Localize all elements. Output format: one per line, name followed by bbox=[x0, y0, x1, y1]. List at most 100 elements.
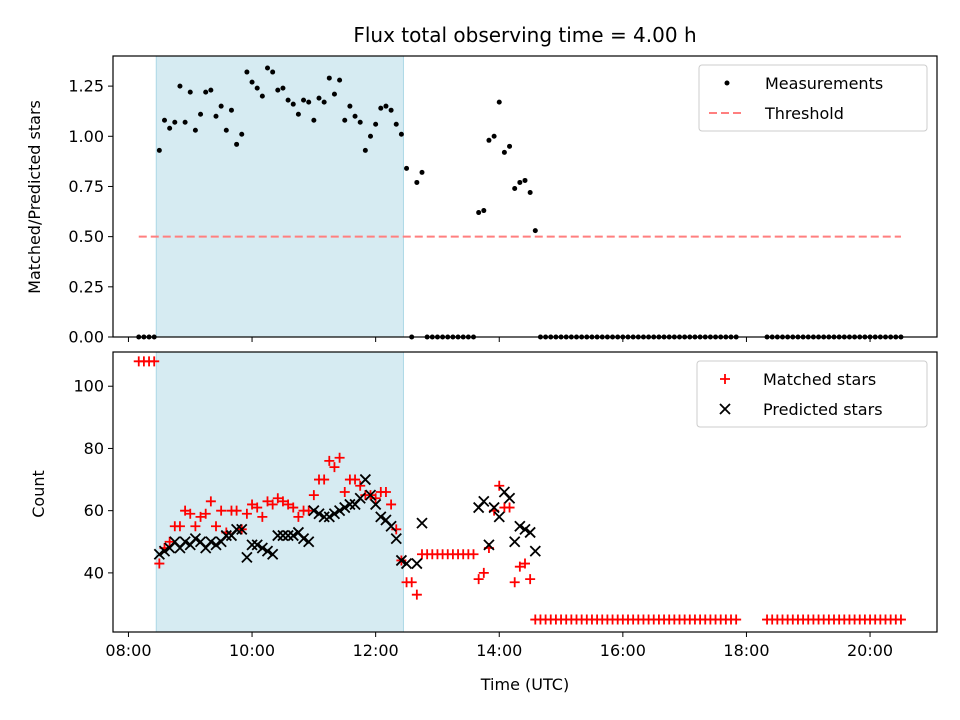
measurement-point bbox=[373, 121, 379, 127]
matched-point bbox=[380, 487, 391, 497]
legend-label: Predicted stars bbox=[763, 400, 883, 419]
legend-label: Measurements bbox=[765, 74, 883, 93]
matched-point bbox=[164, 536, 175, 547]
bottom-panel: 40 60 80 100 08:00 10:00 12:00 14:00 16:00 18:00 2… bbox=[73, 351, 938, 660]
predicted-point bbox=[313, 508, 325, 520]
predicted-point bbox=[519, 523, 531, 535]
x-tick-label: 20:00 bbox=[847, 641, 893, 660]
x-tick-label: 08:00 bbox=[105, 641, 151, 660]
measurement-point bbox=[280, 85, 286, 91]
measurement-point bbox=[218, 103, 224, 109]
predicted-point bbox=[230, 523, 243, 535]
predicted-point bbox=[416, 517, 428, 529]
x-axis-label: Time (UTC) bbox=[480, 675, 569, 694]
legend-marker-x bbox=[719, 403, 731, 415]
x-tick-label: 18:00 bbox=[723, 641, 769, 660]
predicted-point bbox=[483, 539, 495, 551]
measurement-point bbox=[259, 93, 265, 99]
matched-point bbox=[205, 496, 216, 507]
measurement-point bbox=[496, 99, 502, 105]
measurement-point bbox=[517, 179, 523, 185]
measurement-point bbox=[486, 137, 492, 143]
y-tick-label: 1.00 bbox=[68, 127, 104, 146]
top-panel: 0.00 0.25 0.50 0.75 1.00 1.25 Measurements Thre… bbox=[68, 55, 938, 347]
measurement-point bbox=[182, 119, 188, 125]
measurement-point bbox=[362, 147, 368, 153]
matched-point bbox=[252, 502, 263, 513]
matched-point bbox=[308, 490, 319, 501]
measurement-point bbox=[192, 127, 198, 133]
matched-point bbox=[272, 493, 283, 504]
measurement-point bbox=[172, 119, 178, 125]
predicted-point bbox=[256, 542, 268, 554]
matched-point bbox=[231, 505, 242, 516]
predicted-point bbox=[339, 501, 351, 514]
observing-span bbox=[155, 55, 404, 338]
matched-point bbox=[411, 589, 422, 600]
legend-box bbox=[696, 360, 928, 428]
predicted-point bbox=[385, 520, 397, 532]
predicted-point bbox=[354, 492, 366, 504]
measurement-point bbox=[270, 69, 276, 75]
matched-point bbox=[319, 474, 330, 485]
predicted-point bbox=[210, 539, 222, 551]
measurement-point bbox=[208, 87, 214, 93]
matched-point bbox=[731, 614, 742, 625]
measurement-point bbox=[295, 111, 301, 117]
matched-point bbox=[293, 511, 304, 522]
predicted-point bbox=[179, 536, 191, 548]
measurement-point bbox=[301, 97, 307, 103]
predicted-point bbox=[364, 489, 377, 501]
measurement-point bbox=[383, 103, 389, 109]
matched-point bbox=[303, 505, 314, 516]
series-0 bbox=[133, 356, 906, 625]
measurement-point bbox=[522, 177, 528, 183]
predicted-point bbox=[297, 533, 310, 545]
y-tick-label: 0.75 bbox=[68, 177, 104, 196]
measurement-point bbox=[285, 97, 291, 103]
matched-point bbox=[174, 521, 185, 532]
predicted-point bbox=[333, 505, 346, 517]
measurement-point bbox=[326, 75, 332, 81]
predicted-point bbox=[153, 548, 165, 560]
matched-point bbox=[350, 474, 361, 485]
matched-point bbox=[504, 502, 515, 513]
matched-point bbox=[339, 487, 350, 497]
bottom-y-axis-label: Count bbox=[29, 470, 48, 518]
predicted-point bbox=[220, 529, 232, 542]
legend: Measurements Threshold bbox=[698, 64, 928, 132]
legend-marker-plus bbox=[720, 374, 730, 384]
y-tick-label: 100 bbox=[73, 377, 104, 396]
measurement-point bbox=[357, 119, 363, 125]
matched-point bbox=[478, 567, 489, 578]
measurement-point bbox=[414, 179, 420, 185]
measurement-point bbox=[234, 141, 240, 147]
matched-point bbox=[216, 505, 227, 516]
measurement-point bbox=[398, 131, 404, 137]
measurement-point bbox=[342, 117, 348, 123]
matched-point bbox=[324, 455, 335, 466]
matched-point bbox=[288, 502, 299, 513]
matched-point bbox=[185, 508, 196, 519]
measurement-point bbox=[331, 91, 337, 97]
predicted-point bbox=[246, 539, 258, 551]
predicted-point bbox=[261, 545, 274, 557]
x-tick-label: 10:00 bbox=[229, 641, 275, 660]
matched-point bbox=[525, 574, 536, 585]
measurement-point bbox=[481, 208, 487, 214]
measurement-point bbox=[532, 228, 538, 234]
x-tick-label: 14:00 bbox=[476, 641, 522, 660]
matched-point bbox=[267, 499, 278, 510]
predicted-point bbox=[241, 551, 253, 563]
measurement-point bbox=[476, 210, 482, 216]
matched-point bbox=[334, 452, 345, 463]
x-tick-label: 12:00 bbox=[353, 641, 399, 660]
predicted-point bbox=[400, 557, 413, 570]
series-1 bbox=[153, 473, 541, 570]
predicted-point bbox=[323, 511, 335, 523]
measurement-point bbox=[156, 147, 162, 153]
matched-point bbox=[355, 480, 366, 491]
matched-point bbox=[283, 499, 294, 510]
measurement-point bbox=[244, 69, 250, 75]
